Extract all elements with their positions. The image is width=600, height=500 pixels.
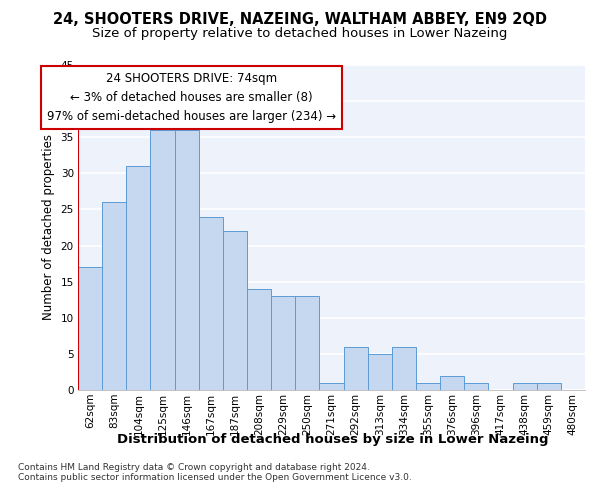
Bar [175, 130, 199, 390]
Bar [271, 296, 295, 390]
Bar [440, 376, 464, 390]
Text: 24, SHOOTERS DRIVE, NAZEING, WALTHAM ABBEY, EN9 2QD: 24, SHOOTERS DRIVE, NAZEING, WALTHAM ABB… [53, 12, 547, 28]
Bar [344, 346, 368, 390]
Bar [102, 202, 126, 390]
Text: Contains HM Land Registry data © Crown copyright and database right 2024.
Contai: Contains HM Land Registry data © Crown c… [18, 462, 412, 482]
Bar [537, 383, 561, 390]
Bar [151, 130, 175, 390]
Bar [319, 383, 344, 390]
Bar [295, 296, 319, 390]
Bar [416, 383, 440, 390]
Text: Distribution of detached houses by size in Lower Nazeing: Distribution of detached houses by size … [117, 432, 549, 446]
Bar [512, 383, 537, 390]
Bar [368, 354, 392, 390]
Text: 24 SHOOTERS DRIVE: 74sqm
← 3% of detached houses are smaller (8)
97% of semi-det: 24 SHOOTERS DRIVE: 74sqm ← 3% of detache… [47, 72, 336, 123]
Bar [464, 383, 488, 390]
Text: Size of property relative to detached houses in Lower Nazeing: Size of property relative to detached ho… [92, 28, 508, 40]
Bar [78, 267, 102, 390]
Bar [199, 216, 223, 390]
Bar [247, 289, 271, 390]
Y-axis label: Number of detached properties: Number of detached properties [42, 134, 55, 320]
Bar [392, 346, 416, 390]
Bar [126, 166, 151, 390]
Bar [223, 231, 247, 390]
